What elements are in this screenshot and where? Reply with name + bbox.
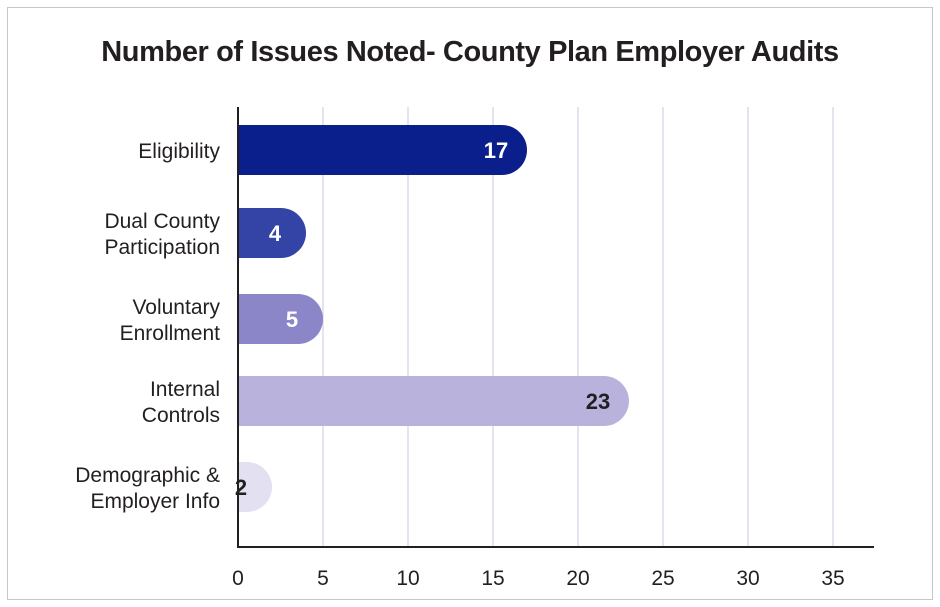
bar: [238, 294, 323, 344]
axes: [237, 107, 874, 548]
bar: [238, 462, 272, 512]
x-tick-label: 25: [651, 567, 674, 590]
category-label: Demographic & Employer Info: [75, 464, 220, 513]
category-label: Eligibility: [138, 140, 220, 163]
bar-value-label: 23: [586, 389, 610, 414]
bar-value-label: 2: [235, 475, 247, 500]
x-tick-label: 20: [566, 567, 589, 590]
chart-frame: [7, 7, 933, 600]
bar-value-label: 4: [269, 221, 282, 246]
x-tick-label: 5: [317, 567, 329, 590]
x-tick-label: 30: [736, 567, 759, 590]
x-tick-label: 15: [481, 567, 504, 590]
bar: [238, 376, 629, 426]
category-label: Voluntary Enrollment: [120, 296, 221, 345]
bar: [238, 208, 306, 258]
category-label: Internal Controls: [142, 378, 220, 427]
chart-title: Number of Issues Noted- County Plan Empl…: [101, 36, 839, 68]
category-label: Dual County Participation: [104, 210, 220, 259]
bar-value-label: 5: [286, 307, 298, 332]
bar: [238, 125, 527, 175]
gridlines: [322, 107, 834, 547]
bars: 17 4 5 23 2: [235, 125, 629, 512]
bar-value-label: 17: [484, 138, 508, 163]
x-tick-label: 10: [396, 567, 419, 590]
category-labels: Eligibility Dual County Participation Volun…: [75, 140, 220, 513]
x-tick-labels: 0 5 10 15 20 25 30 35: [232, 567, 845, 590]
x-tick-label: 0: [232, 567, 244, 590]
x-tick-label: 35: [821, 567, 844, 590]
